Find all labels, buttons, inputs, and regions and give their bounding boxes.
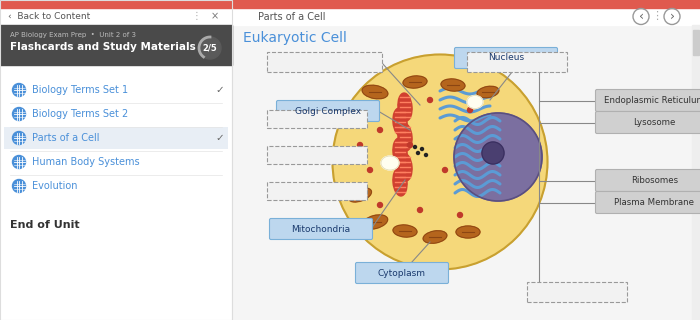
Ellipse shape	[349, 188, 372, 202]
Ellipse shape	[393, 108, 407, 136]
Ellipse shape	[477, 86, 499, 98]
FancyBboxPatch shape	[276, 100, 379, 122]
FancyBboxPatch shape	[356, 262, 449, 284]
Bar	[232, 0, 700, 320]
Circle shape	[13, 132, 25, 145]
Bar	[0, 0, 232, 8]
Circle shape	[13, 180, 25, 193]
Text: ✓: ✓	[216, 85, 225, 95]
Bar	[0, 0, 232, 320]
Circle shape	[424, 154, 428, 156]
Circle shape	[417, 207, 423, 212]
Text: Human Body Systems: Human Body Systems	[32, 157, 139, 167]
Ellipse shape	[332, 54, 547, 269]
FancyBboxPatch shape	[596, 111, 700, 133]
Circle shape	[442, 167, 447, 172]
Ellipse shape	[441, 79, 465, 91]
Text: Ribosomes: Ribosomes	[631, 176, 678, 185]
Ellipse shape	[381, 156, 399, 170]
Ellipse shape	[398, 93, 412, 121]
Text: ×: ×	[211, 12, 219, 21]
Bar	[232, 8, 700, 25]
Text: AP Biology Exam Prep  •  Unit 2 of 3: AP Biology Exam Prep • Unit 2 of 3	[10, 32, 136, 38]
Circle shape	[358, 142, 363, 148]
Bar	[232, 0, 700, 15]
Text: Parts of a Cell: Parts of a Cell	[258, 12, 326, 21]
Ellipse shape	[353, 109, 377, 121]
Text: ‹: ‹	[638, 10, 643, 23]
Text: 2/5: 2/5	[202, 44, 218, 52]
Circle shape	[407, 142, 412, 148]
Circle shape	[421, 148, 424, 150]
FancyBboxPatch shape	[596, 170, 700, 191]
Ellipse shape	[398, 153, 412, 181]
Circle shape	[377, 203, 382, 207]
Circle shape	[377, 127, 382, 132]
Bar	[692, 25, 700, 320]
Circle shape	[458, 212, 463, 218]
Text: Endoplasmic Reticulum: Endoplasmic Reticulum	[604, 96, 700, 105]
Circle shape	[482, 142, 504, 164]
FancyBboxPatch shape	[467, 52, 567, 72]
Circle shape	[199, 37, 221, 59]
FancyBboxPatch shape	[270, 219, 372, 239]
Text: Flashcards and Study Materials: Flashcards and Study Materials	[10, 42, 196, 52]
Text: ‹  Back to Content: ‹ Back to Content	[8, 12, 90, 21]
Text: Biology Terms Set 2: Biology Terms Set 2	[32, 109, 128, 119]
Ellipse shape	[467, 95, 483, 108]
Ellipse shape	[398, 123, 412, 151]
Circle shape	[368, 167, 372, 172]
Circle shape	[13, 108, 25, 121]
FancyBboxPatch shape	[454, 47, 557, 68]
FancyBboxPatch shape	[527, 282, 627, 302]
Bar	[232, 0, 700, 8]
Text: Cytoplasm: Cytoplasm	[378, 268, 426, 277]
Text: ✓: ✓	[216, 133, 225, 143]
Text: Mitochondria: Mitochondria	[291, 225, 351, 234]
Ellipse shape	[344, 149, 365, 161]
FancyBboxPatch shape	[267, 110, 367, 128]
Text: ⋮: ⋮	[191, 12, 201, 21]
Text: ›: ›	[669, 10, 675, 23]
Text: Golgi Complex: Golgi Complex	[295, 107, 361, 116]
FancyBboxPatch shape	[267, 146, 367, 164]
FancyBboxPatch shape	[267, 182, 367, 200]
FancyBboxPatch shape	[596, 191, 700, 213]
Text: Eukaryotic Cell: Eukaryotic Cell	[243, 31, 347, 45]
Bar	[0, 0, 232, 320]
Ellipse shape	[363, 215, 388, 229]
Ellipse shape	[393, 168, 407, 196]
Text: ⋮: ⋮	[652, 12, 663, 21]
Text: Nucleus: Nucleus	[488, 53, 524, 62]
Ellipse shape	[403, 76, 427, 88]
Ellipse shape	[362, 85, 388, 99]
Circle shape	[13, 156, 25, 169]
FancyBboxPatch shape	[596, 90, 700, 111]
Ellipse shape	[393, 138, 407, 166]
FancyBboxPatch shape	[267, 52, 382, 72]
Circle shape	[13, 84, 25, 97]
Bar	[693, 30, 699, 55]
Circle shape	[414, 146, 416, 148]
Bar	[0, 25, 232, 65]
Ellipse shape	[393, 225, 417, 237]
Text: End of Unit: End of Unit	[10, 220, 80, 230]
Text: Plasma Membrane: Plasma Membrane	[615, 198, 694, 207]
Text: Lysosome: Lysosome	[634, 118, 676, 127]
Circle shape	[428, 98, 433, 102]
Text: Evolution: Evolution	[32, 181, 78, 191]
Text: Biology Terms Set 1: Biology Terms Set 1	[32, 85, 128, 95]
Bar	[4, 127, 228, 149]
Circle shape	[416, 151, 419, 155]
Text: Parts of a Cell: Parts of a Cell	[32, 133, 99, 143]
Circle shape	[468, 108, 472, 113]
Bar	[0, 8, 232, 25]
Ellipse shape	[456, 226, 480, 238]
Ellipse shape	[423, 231, 447, 243]
Ellipse shape	[454, 113, 542, 201]
